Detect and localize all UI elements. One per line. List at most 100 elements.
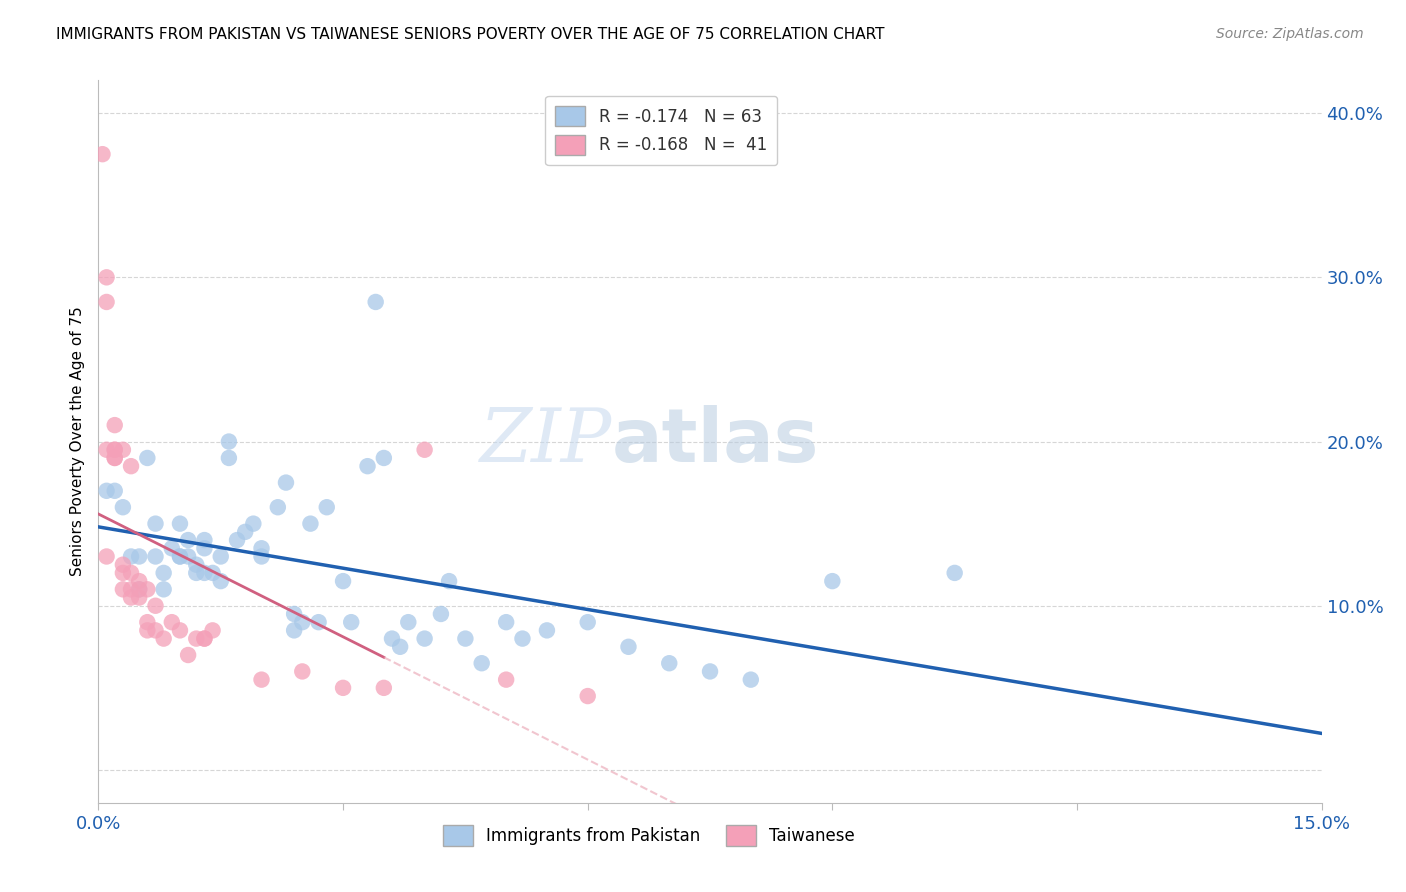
Point	[437, 574, 460, 588]
Point	[104, 442, 127, 457]
Text: atlas: atlas	[612, 405, 820, 478]
Point	[658, 657, 681, 671]
Text: ZIP: ZIP	[479, 405, 612, 478]
Point	[160, 615, 183, 630]
Point	[821, 574, 844, 588]
Point	[104, 483, 127, 498]
Point	[413, 442, 436, 457]
Point	[332, 574, 354, 588]
Point	[104, 442, 127, 457]
Point	[291, 665, 314, 679]
Point	[104, 450, 127, 465]
Point	[193, 566, 215, 580]
Point	[136, 582, 159, 597]
Point	[136, 624, 159, 638]
Point	[186, 632, 208, 646]
Point	[356, 459, 378, 474]
Point	[364, 295, 387, 310]
Point	[169, 549, 191, 564]
Point	[145, 516, 167, 531]
Point	[136, 450, 159, 465]
Point	[169, 549, 191, 564]
Point	[209, 549, 232, 564]
Point	[128, 582, 150, 597]
Point	[233, 524, 256, 539]
Point	[128, 549, 150, 564]
Point	[943, 566, 966, 580]
Point	[169, 516, 191, 531]
Point	[96, 442, 118, 457]
Point	[177, 533, 200, 547]
Point	[274, 475, 297, 490]
Point	[145, 624, 167, 638]
Point	[111, 582, 134, 597]
Point	[193, 632, 215, 646]
Point	[177, 549, 200, 564]
Point	[218, 450, 240, 465]
Point	[120, 459, 142, 474]
Point	[177, 648, 200, 662]
Point	[250, 541, 273, 556]
Point	[111, 500, 134, 515]
Point	[699, 665, 721, 679]
Point	[250, 549, 273, 564]
Text: Source: ZipAtlas.com: Source: ZipAtlas.com	[1216, 27, 1364, 41]
Point	[242, 516, 264, 531]
Point	[128, 574, 150, 588]
Point	[471, 657, 494, 671]
Point	[152, 566, 174, 580]
Point	[226, 533, 249, 547]
Point	[340, 615, 363, 630]
Point	[495, 615, 517, 630]
Point	[169, 624, 191, 638]
Point	[430, 607, 453, 621]
Y-axis label: Seniors Poverty Over the Age of 75: Seniors Poverty Over the Age of 75	[69, 307, 84, 576]
Text: IMMIGRANTS FROM PAKISTAN VS TAIWANESE SENIORS POVERTY OVER THE AGE OF 75 CORRELA: IMMIGRANTS FROM PAKISTAN VS TAIWANESE SE…	[56, 27, 884, 42]
Point	[111, 442, 134, 457]
Point	[193, 632, 215, 646]
Point	[120, 549, 142, 564]
Point	[373, 681, 395, 695]
Point	[267, 500, 290, 515]
Point	[396, 615, 419, 630]
Point	[193, 533, 215, 547]
Point	[96, 483, 118, 498]
Point	[96, 270, 118, 285]
Point	[283, 607, 305, 621]
Point	[96, 295, 118, 310]
Point	[291, 615, 314, 630]
Point	[152, 582, 174, 597]
Point	[576, 689, 599, 703]
Point	[373, 450, 395, 465]
Point	[536, 624, 558, 638]
Point	[128, 582, 150, 597]
Point	[308, 615, 330, 630]
Point	[91, 147, 114, 161]
Point	[136, 615, 159, 630]
Point	[152, 632, 174, 646]
Point	[576, 615, 599, 630]
Point	[283, 624, 305, 638]
Point	[218, 434, 240, 449]
Point	[120, 582, 142, 597]
Point	[96, 549, 118, 564]
Point	[104, 450, 127, 465]
Point	[186, 566, 208, 580]
Point	[120, 566, 142, 580]
Point	[145, 599, 167, 613]
Point	[389, 640, 412, 654]
Point	[512, 632, 534, 646]
Point	[454, 632, 477, 646]
Point	[315, 500, 337, 515]
Point	[104, 418, 127, 433]
Point	[250, 673, 273, 687]
Point	[740, 673, 762, 687]
Point	[381, 632, 404, 646]
Point	[617, 640, 640, 654]
Point	[160, 541, 183, 556]
Point	[120, 591, 142, 605]
Point	[413, 632, 436, 646]
Point	[332, 681, 354, 695]
Point	[111, 558, 134, 572]
Point	[299, 516, 322, 531]
